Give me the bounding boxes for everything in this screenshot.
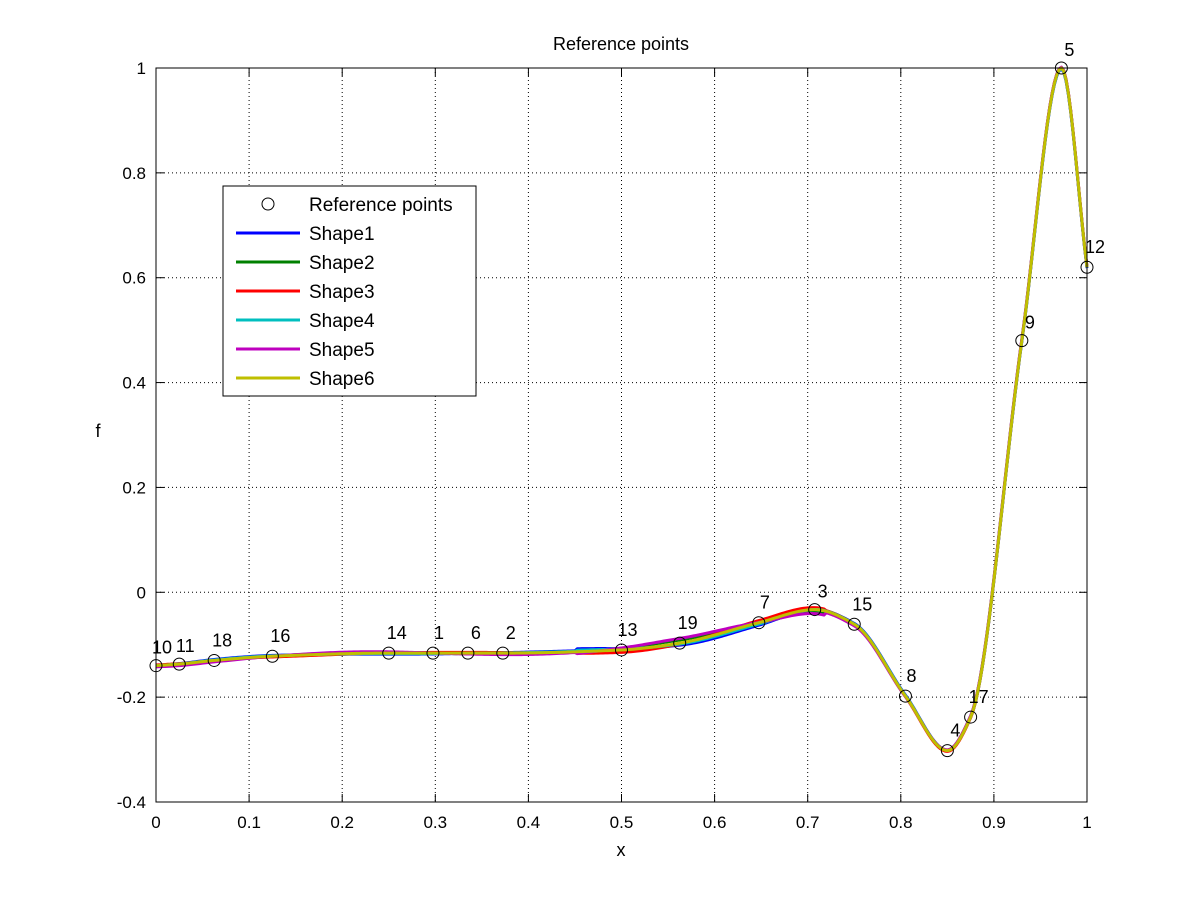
y-tick-label: 0.4 (122, 374, 146, 393)
x-tick-label: 0.9 (982, 813, 1006, 832)
point-label: 17 (969, 687, 989, 707)
axis-ticks: 0 0.1 0.2 0.3 0.4 0.5 0.6 0.7 0.8 0.9 1 -0.4 -0.2 0 0.… (117, 59, 1092, 832)
point-label: 8 (906, 666, 916, 686)
y-tick-label: -0.2 (117, 688, 146, 707)
point-label: 15 (852, 594, 872, 614)
point-label: 4 (950, 721, 960, 741)
point-label: 5 (1064, 40, 1074, 60)
series-curves (155, 65, 1089, 753)
point-label: 13 (617, 620, 637, 640)
point-label: 16 (270, 626, 290, 646)
reference-point-marker (172, 657, 186, 671)
point-label: 12 (1085, 237, 1105, 257)
x-axis-label: x (617, 840, 626, 860)
point-label: 6 (471, 623, 481, 643)
reference-point-marker (382, 646, 396, 660)
reference-point-marker (207, 653, 221, 667)
point-label: 10 (152, 638, 172, 658)
reference-point-marker (265, 649, 279, 663)
legend-label: Shape4 (309, 311, 375, 332)
reference-point-marker (808, 603, 822, 617)
reference-point-marker (461, 646, 475, 660)
legend-label: Shape5 (309, 340, 375, 361)
y-tick-label: 0.6 (122, 269, 146, 288)
x-tick-label: 0.8 (889, 813, 913, 832)
point-label: 3 (818, 582, 828, 602)
legend-label: Shape2 (309, 253, 375, 274)
point-label: 1 (434, 623, 444, 643)
x-tick-label: 0 (151, 813, 160, 832)
reference-point-marker (615, 643, 628, 657)
x-tick-label: 0.1 (237, 813, 261, 832)
legend-label: Shape3 (309, 282, 375, 303)
x-tick-label: 0.3 (423, 813, 447, 832)
reference-point-marker (898, 689, 912, 703)
x-tick-label: 0.7 (796, 813, 820, 832)
x-tick-label: 0.5 (610, 813, 634, 832)
point-label: 11 (176, 636, 195, 656)
y-tick-label: 0 (137, 583, 146, 602)
point-label: 18 (212, 630, 232, 650)
legend-marker-reference-points (261, 197, 275, 211)
x-tick-label: 1 (1082, 813, 1091, 832)
x-tick-label: 0.6 (703, 813, 727, 832)
point-label: 7 (760, 593, 770, 613)
reference-point-marker (847, 617, 861, 631)
reference-point-marker (496, 646, 510, 660)
y-tick-label: 0.8 (122, 164, 146, 183)
legend-label: Shape1 (309, 224, 375, 245)
reference-point-marker (940, 744, 954, 758)
reference-point-marker (964, 710, 978, 724)
y-tick-label: 0.2 (122, 478, 146, 497)
point-label: 14 (387, 623, 407, 643)
series-line-shape6 (155, 66, 1089, 753)
reference-point-marker (752, 616, 766, 630)
x-tick-label: 0.2 (330, 813, 354, 832)
x-tick-label: 0.4 (517, 813, 541, 832)
point-label: 2 (506, 623, 516, 643)
chart-title: Reference points (553, 34, 689, 54)
reference-point-marker (1015, 334, 1029, 348)
legend-label: Reference points (309, 195, 453, 216)
y-tick-label: -0.4 (117, 793, 146, 812)
point-label: 9 (1025, 313, 1035, 333)
legend: Reference points Shape1 Shape2 Shape3 Shape4… (222, 185, 477, 397)
reference-point-marker (426, 646, 440, 660)
legend-label: Shape6 (309, 369, 375, 390)
reference-point-marker (673, 636, 687, 650)
y-tick-label: 1 (137, 59, 146, 78)
y-axis-label: f (95, 421, 101, 441)
plot-area (156, 68, 1087, 802)
point-label: 19 (678, 613, 698, 633)
